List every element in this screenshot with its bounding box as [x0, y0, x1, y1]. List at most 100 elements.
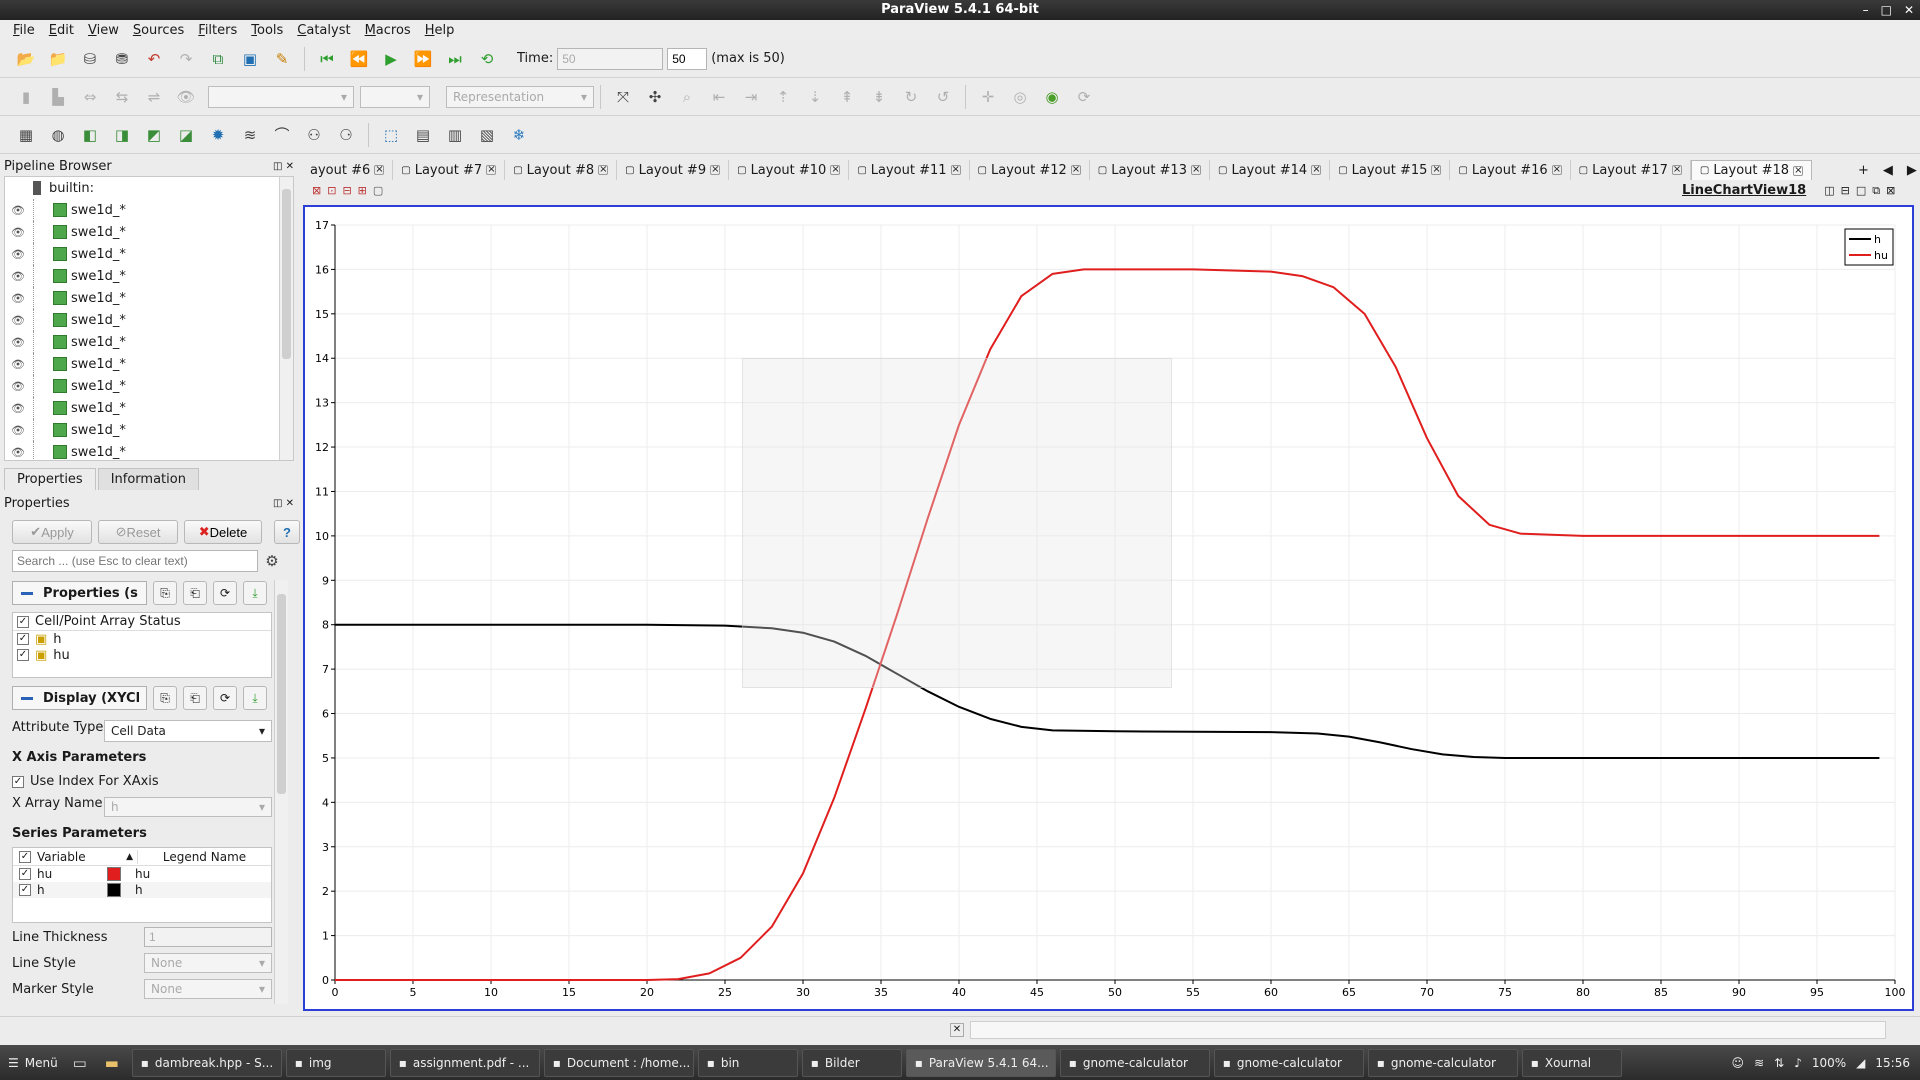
layout-tab[interactable]: ▢ Layout #14 ×: [1210, 160, 1331, 180]
rescale-custom-icon[interactable]: ⇆: [115, 87, 129, 106]
show-center-icon[interactable]: ◉: [1045, 87, 1059, 106]
array-hu-checkbox[interactable]: ✓: [17, 649, 29, 661]
properties-group-title[interactable]: Properties (s: [12, 581, 147, 605]
save-defaults-icon[interactable]: ⤓: [243, 686, 267, 710]
rescale-range-icon[interactable]: ⇔: [83, 87, 97, 106]
plot-data-icon[interactable]: ▥: [447, 125, 463, 144]
view-plus-z-icon[interactable]: ⇞: [840, 87, 854, 106]
view-minus-y-icon[interactable]: ⇣: [808, 87, 822, 106]
view-plus-y-icon[interactable]: ⇡: [776, 87, 790, 106]
line-style-dropdown[interactable]: None ▾: [144, 953, 272, 973]
coloring-dropdown[interactable]: ▾: [208, 85, 354, 108]
taskbar-item[interactable]: ▪ gnome-calculator: [1059, 1048, 1210, 1077]
rescale-visible-icon[interactable]: 👁: [176, 87, 196, 106]
pick-center-icon[interactable]: ◎: [1013, 87, 1027, 106]
close-tab-icon[interactable]: ×: [598, 164, 609, 175]
extract-subset-icon[interactable]: ◪: [178, 125, 194, 144]
find-data-icon[interactable]: ⬚: [383, 125, 399, 144]
taskbar-item[interactable]: ▪ Bilder: [801, 1048, 902, 1077]
tab-information[interactable]: Information: [97, 468, 199, 490]
series-row[interactable]: ✓ hu hu: [19, 867, 151, 881]
close-tab-icon[interactable]: ×: [950, 164, 961, 175]
pipeline-item[interactable]: 👁 swe1d_*: [5, 397, 293, 419]
view-select-points-icon[interactable]: ⊡: [327, 184, 337, 197]
menu-catalyst[interactable]: Catalyst: [297, 22, 351, 38]
toggle-visibility-icon[interactable]: ▮: [21, 87, 31, 106]
volume-slider-icon[interactable]: ◢: [1856, 1055, 1866, 1070]
taskbar-item[interactable]: ▪ assignment.pdf - ...: [389, 1048, 540, 1077]
select-all-checkbox[interactable]: ✓: [17, 615, 29, 628]
close-tab-icon[interactable]: ×: [830, 164, 841, 175]
panel-float-close-icon[interactable]: ◫ ✕: [272, 497, 294, 509]
series-visibility-checkbox[interactable]: ✓: [19, 884, 31, 896]
user-icon[interactable]: ☺: [1731, 1055, 1745, 1070]
timestep-spinbox[interactable]: [667, 47, 708, 70]
scroll-right-icon[interactable]: ▶: [1906, 162, 1917, 178]
contour-icon[interactable]: ◍: [51, 125, 65, 144]
screenshot-icon[interactable]: ▣: [242, 49, 258, 68]
pipeline-item[interactable]: 👁 swe1d_*: [5, 353, 293, 375]
edit-color-map-icon[interactable]: ▙: [52, 87, 64, 106]
warp-vector-icon[interactable]: ⌒: [274, 126, 290, 144]
layout-tab[interactable]: ▢ Layout #18 ×: [1690, 160, 1813, 180]
series-visibility-checkbox[interactable]: ✓: [19, 868, 31, 880]
refresh-icon[interactable]: ⟳: [213, 686, 237, 710]
layout-tab[interactable]: ▢ Layout #12 ×: [970, 160, 1090, 180]
maximize-view-icon[interactable]: □: [1855, 184, 1867, 197]
view-clear-selection-icon[interactable]: ⊟: [342, 184, 352, 197]
layout-tab[interactable]: ▢ Layout #17 ×: [1571, 160, 1691, 180]
series-legend-name[interactable]: h: [135, 883, 143, 897]
pipeline-item[interactable]: 👁 swe1d_*: [5, 199, 293, 221]
rotate-cw-icon[interactable]: ↻: [904, 87, 918, 106]
open-recent-icon[interactable]: 📁: [48, 49, 68, 68]
status-close-icon[interactable]: ✕: [950, 1023, 964, 1037]
series-legend-name[interactable]: hu: [135, 867, 151, 881]
copy-icon[interactable]: ⎘: [153, 581, 177, 605]
eye-icon[interactable]: 👁: [11, 357, 25, 371]
series-col-legend[interactable]: Legend Name: [137, 849, 271, 864]
copy-icon[interactable]: ⎘: [153, 686, 177, 710]
close-tab-icon[interactable]: ×: [486, 164, 497, 175]
reset-center-icon[interactable]: ⟳: [1077, 87, 1091, 106]
series-row[interactable]: ✓ h h: [13, 882, 271, 898]
volume-icon[interactable]: ♪: [1794, 1055, 1802, 1070]
tab-properties[interactable]: Properties: [4, 468, 96, 490]
extract-level-icon[interactable]: ⚆: [339, 125, 353, 144]
series-color-swatch[interactable]: [107, 867, 121, 881]
select-all-series-checkbox[interactable]: ✓: [19, 850, 31, 863]
pipeline-item[interactable]: 👁 swe1d_*: [5, 243, 293, 265]
pipeline-item[interactable]: 👁 swe1d_*: [5, 309, 293, 331]
undo-icon[interactable]: ↶: [147, 49, 161, 68]
time-input[interactable]: [557, 47, 664, 70]
redo-icon[interactable]: ↷: [179, 49, 193, 68]
wifi-icon[interactable]: ≋: [1754, 1055, 1765, 1070]
plot-over-line-icon[interactable]: ▤: [415, 125, 431, 144]
layout-tab[interactable]: ▢ Layout #10 ×: [729, 160, 850, 180]
line-thickness-input[interactable]: [144, 927, 272, 947]
view-minus-z-icon[interactable]: ⇟: [872, 87, 886, 106]
properties-scrollbar[interactable]: [274, 580, 288, 1004]
line-chart-view[interactable]: 0 5 10 15 20 25 30 35 40 45 50 55 60 65 70 75 80 85 90 95 10…: [303, 205, 1914, 1011]
array-h-checkbox[interactable]: ✓: [17, 633, 29, 645]
pipeline-root[interactable]: builtin:: [5, 177, 293, 199]
calculator-icon[interactable]: ▦: [18, 125, 34, 144]
terminal-icon[interactable]: ▭: [72, 1053, 87, 1072]
taskbar-item[interactable]: ▪ dambreak.hpp - S...: [131, 1048, 282, 1077]
disconnect-server-icon[interactable]: ⛃: [115, 49, 129, 68]
split-vertical-icon[interactable]: ⊟: [1840, 184, 1850, 197]
menu-filters[interactable]: Filters: [198, 22, 238, 38]
taskbar-item[interactable]: ▪ ParaView 5.4.1 64...: [905, 1048, 1056, 1077]
start-menu-button[interactable]: ☰ Menü: [8, 1055, 58, 1070]
split-horizontal-icon[interactable]: ◫: [1824, 184, 1835, 197]
view-select-icon[interactable]: ⊠: [312, 184, 322, 197]
close-tab-icon[interactable]: ×: [1671, 164, 1682, 175]
zoom-to-box-icon[interactable]: ⌕: [682, 87, 692, 106]
eye-icon[interactable]: 👁: [11, 247, 25, 261]
close-tab-icon[interactable]: ×: [1070, 164, 1081, 175]
layout-tab[interactable]: ▢ Layout #16 ×: [1450, 160, 1571, 180]
threshold-icon[interactable]: ◩: [146, 125, 162, 144]
reset-camera-zoom-icon[interactable]: ⤧: [616, 87, 629, 106]
save-defaults-icon[interactable]: ⤓: [243, 581, 267, 605]
properties-search-input[interactable]: [12, 550, 258, 572]
loop-icon[interactable]: ⟲: [480, 49, 494, 68]
